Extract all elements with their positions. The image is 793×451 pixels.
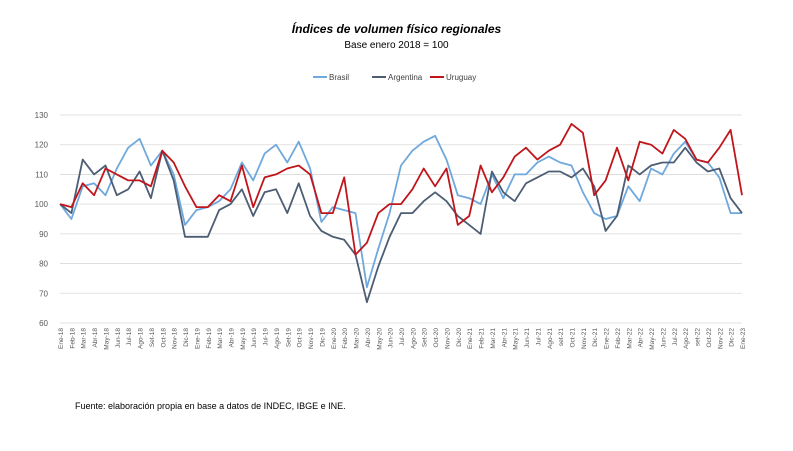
x-tick-label: Dic-18	[183, 328, 190, 347]
x-tick-label: Ene-21	[467, 328, 474, 349]
x-tick-label: May-22	[649, 328, 656, 350]
x-tick-label: Ene-18	[58, 328, 65, 349]
y-tick-label: 130	[35, 111, 49, 120]
x-tick-label: Ene-23	[740, 328, 747, 349]
x-tick-label: Ago-22	[683, 328, 690, 349]
x-tick-label: Dic-19	[319, 328, 326, 347]
x-tick-label: Mar-20	[354, 328, 361, 349]
source-note: Fuente: elaboración propia en base a dat…	[75, 401, 346, 411]
x-tick-label: Mar-19	[217, 328, 224, 349]
x-tick-label: Jun-21	[524, 328, 531, 348]
x-tick-label: Dic-22	[729, 328, 736, 347]
x-tick-label: Abr-19	[229, 328, 236, 348]
x-tick-label: Ago-19	[274, 328, 281, 349]
x-tick-label: set-22	[695, 328, 702, 346]
x-tick-label: Jul-18	[126, 328, 133, 346]
x-tick-label: Nov-21	[581, 328, 588, 349]
x-tick-label: Set-19	[285, 328, 292, 348]
x-tick-label: Oct-18	[160, 328, 167, 348]
x-tick-label: Jul-19	[263, 328, 270, 346]
legend-label-brasil: Brasil	[329, 73, 349, 82]
x-tick-label: Abr-18	[92, 328, 99, 348]
y-tick-label: 110	[35, 170, 48, 179]
x-tick-label: Oct-21	[570, 328, 577, 348]
x-tick-label: Dic-20	[456, 328, 463, 347]
x-tick-label: Jun-19	[251, 328, 258, 348]
chart-title: Índices de volumen físico regionales	[291, 22, 502, 36]
x-tick-label: set-21	[558, 328, 565, 346]
x-tick-label: Ago-20	[410, 328, 417, 349]
y-tick-label: 90	[39, 230, 48, 239]
x-tick-label: Jul-22	[672, 328, 679, 346]
x-tick-label: Set-20	[422, 328, 429, 348]
x-tick-label: Ene-22	[604, 328, 611, 349]
x-tick-label: Ago-18	[138, 328, 145, 349]
chart-subtitle: Base enero 2018 = 100	[344, 40, 449, 51]
y-tick-label: 70	[39, 289, 48, 298]
x-tick-label: Nov-19	[308, 328, 315, 349]
x-tick-label: Dic-21	[592, 328, 599, 347]
x-tick-label: Mar-22	[626, 328, 633, 349]
x-tick-label: Ago-21	[547, 328, 554, 349]
x-tick-label: Nov-20	[444, 328, 451, 349]
x-tick-label: May-21	[513, 328, 520, 350]
series-line-uruguay	[59, 123, 743, 256]
x-tick-label: Jul-21	[535, 328, 542, 346]
x-tick-label: Abr-20	[365, 328, 372, 348]
x-tick-label: Oct-20	[433, 328, 440, 348]
x-tick-label: Oct-22	[706, 328, 713, 348]
x-tick-label: Feb-18	[69, 328, 76, 349]
series-line-brasil	[59, 134, 742, 289]
x-tick-label: Nov-18	[172, 328, 179, 349]
x-tick-label: Ene-19	[194, 328, 201, 349]
legend-label-argentina: Argentina	[388, 73, 423, 82]
legend-label-uruguay: Uruguay	[446, 73, 476, 82]
x-tick-label: May-19	[240, 328, 247, 350]
x-tick-label: Abr-22	[638, 328, 645, 348]
x-tick-label: Feb-22	[615, 328, 622, 349]
x-tick-label: Feb-21	[479, 328, 486, 349]
x-tick-label: Abr-21	[501, 328, 508, 348]
x-tick-label: Mar-21	[490, 328, 497, 349]
x-tick-label: May-20	[376, 328, 383, 350]
x-tick-label: Oct-19	[297, 328, 304, 348]
y-tick-label: 60	[39, 319, 48, 328]
x-tick-label: Feb-19	[206, 328, 213, 349]
y-tick-label: 100	[35, 200, 49, 209]
x-tick-label: Feb-20	[342, 328, 349, 349]
x-tick-label: Mar-18	[81, 328, 88, 349]
x-tick-label: Jun-22	[660, 328, 667, 348]
x-tick-label: Ene-20	[331, 328, 338, 349]
series-line-argentina	[59, 146, 743, 304]
x-tick-label: Jun-20	[388, 328, 395, 348]
x-tick-label: May-18	[103, 328, 110, 350]
x-tick-label: Set-18	[149, 328, 156, 348]
y-tick-label: 120	[35, 141, 49, 150]
x-tick-label: Jul-20	[399, 328, 406, 346]
x-tick-label: Jun-18	[115, 328, 122, 348]
x-tick-label: Nov-22	[717, 328, 724, 349]
y-tick-label: 80	[39, 260, 48, 269]
